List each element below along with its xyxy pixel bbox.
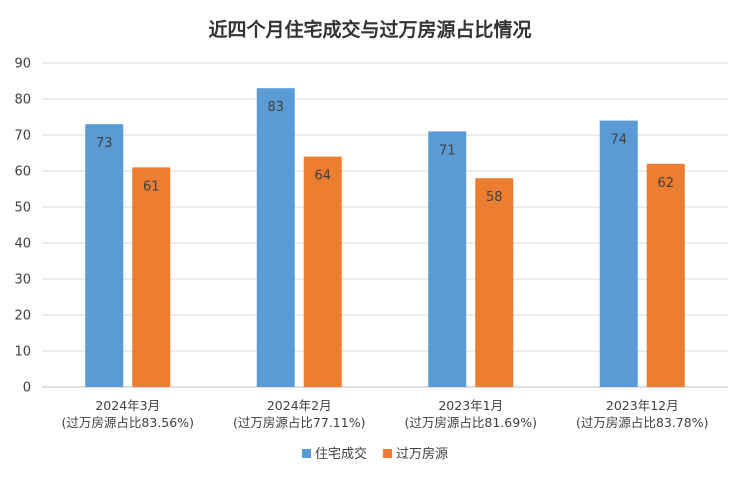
data-label: 71 [439, 143, 456, 158]
data-label: 61 [143, 179, 160, 194]
bar [428, 131, 467, 387]
bar [85, 124, 124, 387]
data-label: 74 [610, 133, 627, 148]
y-tick-label: 10 [14, 345, 31, 360]
bar [303, 156, 342, 387]
legend-swatch [302, 449, 311, 458]
x-tick-sublabel: (过万房源占比83.56%) [62, 415, 194, 430]
chart-title: 近四个月住宅成交与过万房源占比情况 [208, 18, 531, 41]
y-tick-label: 80 [14, 93, 31, 108]
x-tick-label: 2023年12月 [606, 398, 679, 413]
y-tick-label: 70 [14, 129, 31, 144]
x-tick-label: 2024年3月 [95, 398, 160, 413]
bar [256, 88, 295, 387]
bar [132, 167, 171, 387]
bar [646, 163, 685, 387]
data-label: 58 [486, 190, 503, 205]
legend-swatch [383, 449, 392, 458]
x-tick-label: 2024年2月 [267, 398, 332, 413]
bar [599, 120, 638, 387]
x-tick-label: 2023年1月 [438, 398, 503, 413]
x-tick-sublabel: (过万房源占比83.78%) [576, 415, 708, 430]
y-tick-label: 40 [14, 237, 31, 252]
y-tick-label: 20 [14, 309, 31, 324]
data-label: 64 [314, 169, 331, 184]
y-tick-label: 50 [14, 201, 31, 216]
legend-label: 过万房源 [396, 446, 448, 462]
y-tick-label: 0 [23, 381, 31, 396]
y-tick-label: 30 [14, 273, 31, 288]
y-tick-label: 90 [14, 57, 31, 72]
bar [475, 178, 514, 387]
legend-label: 住宅成交 [315, 446, 367, 462]
x-tick-sublabel: (过万房源占比81.69%) [405, 415, 537, 430]
y-tick-label: 60 [14, 165, 31, 180]
data-label: 83 [267, 100, 284, 115]
data-label: 62 [657, 176, 674, 191]
x-tick-sublabel: (过万房源占比77.11%) [233, 415, 365, 430]
data-label: 73 [96, 136, 113, 151]
